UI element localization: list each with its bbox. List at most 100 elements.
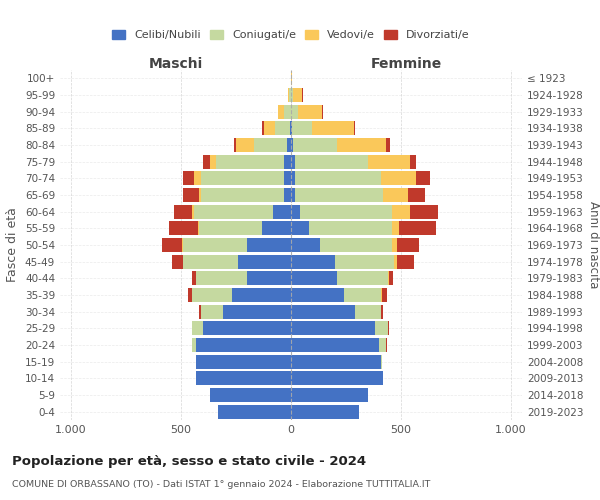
Bar: [199, 304, 201, 319]
Text: COMUNE DI ORBASSANO (TO) - Dati ISTAT 1° gennaio 2024 - Elaborazione TUTTITALIA.: COMUNE DI ORBASSANO (TO) - Dati ISTAT 1°…: [12, 480, 430, 489]
Bar: [194, 172, 201, 185]
Bar: [291, 221, 308, 236]
Bar: [388, 271, 389, 285]
Bar: [192, 322, 203, 336]
Bar: [287, 138, 291, 152]
Bar: [203, 322, 291, 336]
Bar: [209, 388, 291, 402]
Bar: [289, 88, 291, 102]
Bar: [381, 288, 382, 302]
Text: Femmine: Femmine: [371, 57, 442, 71]
Bar: [291, 104, 298, 118]
Bar: [337, 271, 388, 285]
Bar: [394, 254, 397, 269]
Bar: [218, 404, 291, 418]
Bar: [389, 271, 394, 285]
Bar: [397, 254, 414, 269]
Bar: [183, 188, 199, 202]
Bar: [383, 188, 407, 202]
Bar: [291, 88, 293, 102]
Bar: [298, 104, 322, 118]
Bar: [291, 238, 320, 252]
Bar: [194, 204, 274, 219]
Bar: [201, 172, 284, 185]
Bar: [262, 122, 263, 136]
Bar: [290, 122, 291, 136]
Bar: [234, 138, 236, 152]
Bar: [374, 322, 388, 336]
Bar: [209, 154, 216, 169]
Bar: [386, 138, 390, 152]
Bar: [410, 154, 416, 169]
Bar: [236, 138, 254, 152]
Bar: [232, 288, 291, 302]
Bar: [388, 322, 389, 336]
Bar: [284, 154, 291, 169]
Bar: [337, 138, 386, 152]
Bar: [291, 122, 292, 136]
Bar: [291, 404, 359, 418]
Bar: [368, 154, 410, 169]
Bar: [410, 204, 439, 219]
Text: Popolazione per età, sesso e stato civile - 2024: Popolazione per età, sesso e stato civil…: [12, 455, 366, 468]
Bar: [247, 238, 291, 252]
Bar: [182, 238, 183, 252]
Bar: [183, 254, 238, 269]
Bar: [284, 188, 291, 202]
Bar: [288, 88, 289, 102]
Bar: [392, 221, 399, 236]
Bar: [293, 138, 337, 152]
Bar: [262, 221, 291, 236]
Bar: [382, 288, 387, 302]
Bar: [183, 172, 194, 185]
Bar: [247, 271, 291, 285]
Bar: [291, 154, 295, 169]
Bar: [291, 338, 379, 352]
Bar: [192, 288, 232, 302]
Bar: [192, 204, 194, 219]
Bar: [320, 238, 392, 252]
Bar: [291, 204, 300, 219]
Bar: [300, 204, 392, 219]
Bar: [291, 354, 381, 369]
Bar: [169, 221, 197, 236]
Bar: [254, 138, 287, 152]
Bar: [312, 122, 354, 136]
Bar: [295, 154, 368, 169]
Bar: [355, 304, 381, 319]
Bar: [291, 138, 293, 152]
Bar: [278, 104, 284, 118]
Text: Maschi: Maschi: [148, 57, 203, 71]
Bar: [192, 271, 196, 285]
Bar: [302, 88, 303, 102]
Bar: [196, 354, 291, 369]
Bar: [295, 172, 381, 185]
Legend: Celibi/Nubili, Coniugati/e, Vedovi/e, Divorziati/e: Celibi/Nubili, Coniugati/e, Vedovi/e, Di…: [109, 26, 473, 44]
Bar: [216, 154, 284, 169]
Bar: [201, 304, 223, 319]
Bar: [386, 338, 387, 352]
Bar: [238, 254, 291, 269]
Bar: [291, 304, 355, 319]
Bar: [416, 172, 430, 185]
Bar: [344, 288, 381, 302]
Bar: [192, 338, 196, 352]
Bar: [291, 388, 368, 402]
Bar: [392, 204, 410, 219]
Bar: [397, 238, 419, 252]
Bar: [196, 271, 247, 285]
Bar: [284, 172, 291, 185]
Bar: [274, 204, 291, 219]
Bar: [188, 288, 192, 302]
Bar: [381, 172, 416, 185]
Bar: [175, 204, 192, 219]
Bar: [263, 122, 275, 136]
Bar: [295, 188, 383, 202]
Bar: [203, 154, 209, 169]
Bar: [162, 238, 182, 252]
Bar: [291, 288, 344, 302]
Bar: [335, 254, 394, 269]
Bar: [308, 221, 392, 236]
Bar: [196, 371, 291, 386]
Bar: [291, 254, 335, 269]
